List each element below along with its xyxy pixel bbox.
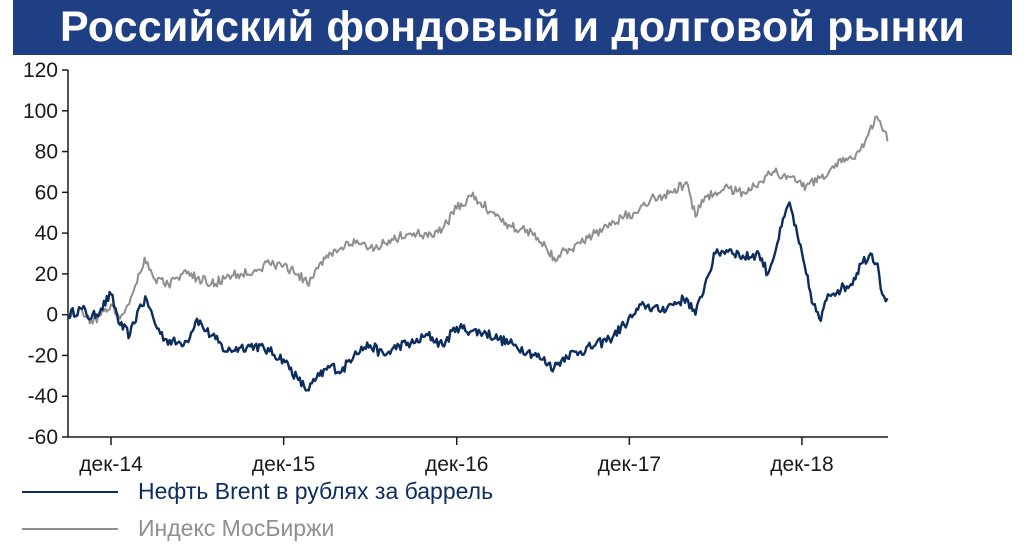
- y-tick-label: 100: [23, 100, 58, 123]
- series-line-oil-brent: [66, 201, 889, 392]
- legend-label-moex: Индекс МосБиржи: [138, 515, 335, 541]
- y-tick-label: 20: [35, 263, 58, 286]
- y-ticks: -60 -40 -20 0 20 40 60 80 100 120: [23, 59, 68, 449]
- y-tick-label: 80: [35, 141, 58, 164]
- legend-swatch-moex: [22, 527, 118, 530]
- legend-swatch-oil: [22, 490, 118, 493]
- series-line-moex-index: [67, 115, 889, 325]
- legend-item-moex: Индекс МосБиржи: [22, 515, 334, 542]
- page-title: Российский фондовый и долговой рынки: [59, 3, 966, 51]
- y-tick-label: -60: [28, 426, 58, 449]
- legend-label-oil: Нефть Brent в рублях за баррель: [138, 478, 494, 504]
- y-tick-label: -20: [28, 344, 58, 367]
- y-tick-label: 0: [46, 304, 58, 327]
- x-tick-label: дек-15: [252, 453, 315, 476]
- y-tick-label: -40: [28, 385, 58, 408]
- x-tick-label: дек-14: [79, 453, 143, 476]
- legend-item-oil: Нефть Brent в рублях за баррель: [22, 478, 493, 505]
- x-tick-label: дек-18: [770, 453, 833, 476]
- x-tick-label: дек-16: [425, 453, 488, 476]
- y-tick-label: 120: [23, 59, 58, 82]
- y-tick-label: 40: [35, 222, 58, 245]
- title-bar: Российский фондовый и долговой рынки: [13, 0, 1012, 55]
- series-layer: [66, 115, 889, 392]
- x-tick-label: дек-17: [598, 453, 661, 476]
- x-ticks: дек-14 дек-15 дек-16 дек-17 дек-18: [79, 437, 834, 476]
- y-tick-label: 60: [35, 181, 58, 204]
